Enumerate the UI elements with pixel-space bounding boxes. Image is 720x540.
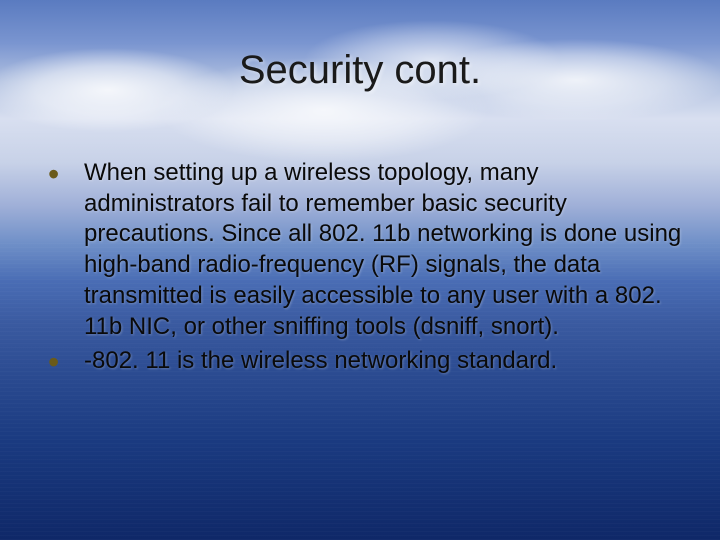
list-item: -802. 11 is the wireless networking stan… — [42, 346, 684, 377]
list-item: When setting up a wireless topology, man… — [42, 158, 684, 342]
bullet-text: When setting up a wireless topology, man… — [84, 159, 681, 340]
slide-title: Security cont. — [0, 48, 720, 93]
bullet-list: When setting up a wireless topology, man… — [42, 158, 684, 377]
slide-body: When setting up a wireless topology, man… — [42, 158, 684, 381]
bullet-text: -802. 11 is the wireless networking stan… — [84, 347, 557, 374]
slide: Security cont. When setting up a wireles… — [0, 0, 720, 540]
